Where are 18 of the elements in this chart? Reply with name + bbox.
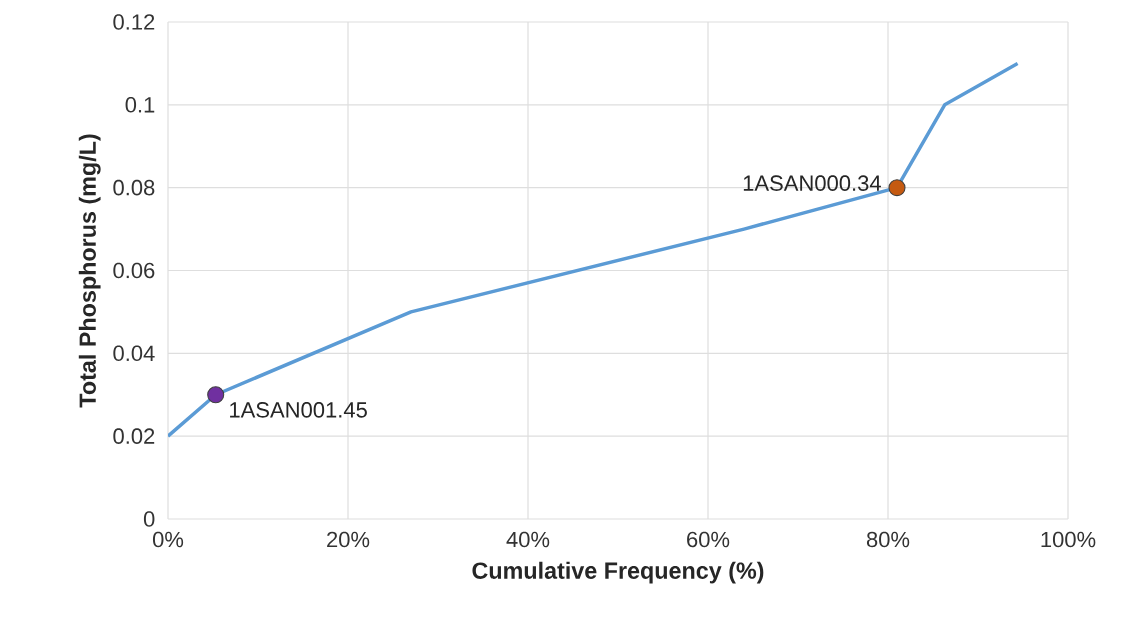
y-tick-label: 0.02: [113, 428, 155, 444]
x-tick-label: 80%: [866, 531, 910, 548]
series-label: 1ASAN001.45: [230, 402, 367, 418]
y-tick-label: 0.12: [113, 14, 155, 30]
x-tick-label: 40%: [506, 531, 550, 548]
x-tick-label: 0%: [152, 531, 184, 548]
y-tick-label: 0.08: [113, 179, 155, 196]
line-series: [168, 61, 1020, 438]
x-tick-label: 100%: [1041, 531, 1096, 548]
x-tick-label: 60%: [687, 531, 730, 548]
x-tick-label: 20%: [327, 531, 370, 548]
y-tick-label: 0.1: [125, 97, 155, 113]
y-tick-label: 0.06: [113, 262, 155, 279]
y-axis-title: Total Phosphorus (mg/L): [78, 134, 101, 408]
series-label: 1ASAN000.34: [743, 175, 881, 191]
y-tick-label: 0.04: [113, 345, 155, 362]
x-axis-title: Cumulative Frequency (%): [472, 561, 764, 584]
y-tick-label: 0: [143, 511, 155, 527]
